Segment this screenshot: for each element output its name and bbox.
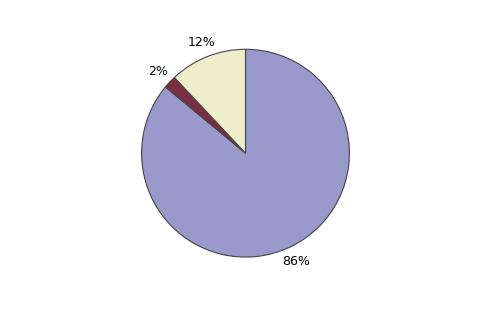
Text: 12%: 12% — [188, 36, 216, 49]
Wedge shape — [165, 78, 246, 153]
Text: 86%: 86% — [282, 255, 310, 268]
Text: 2%: 2% — [148, 65, 168, 78]
Wedge shape — [174, 49, 246, 153]
Wedge shape — [141, 49, 350, 257]
